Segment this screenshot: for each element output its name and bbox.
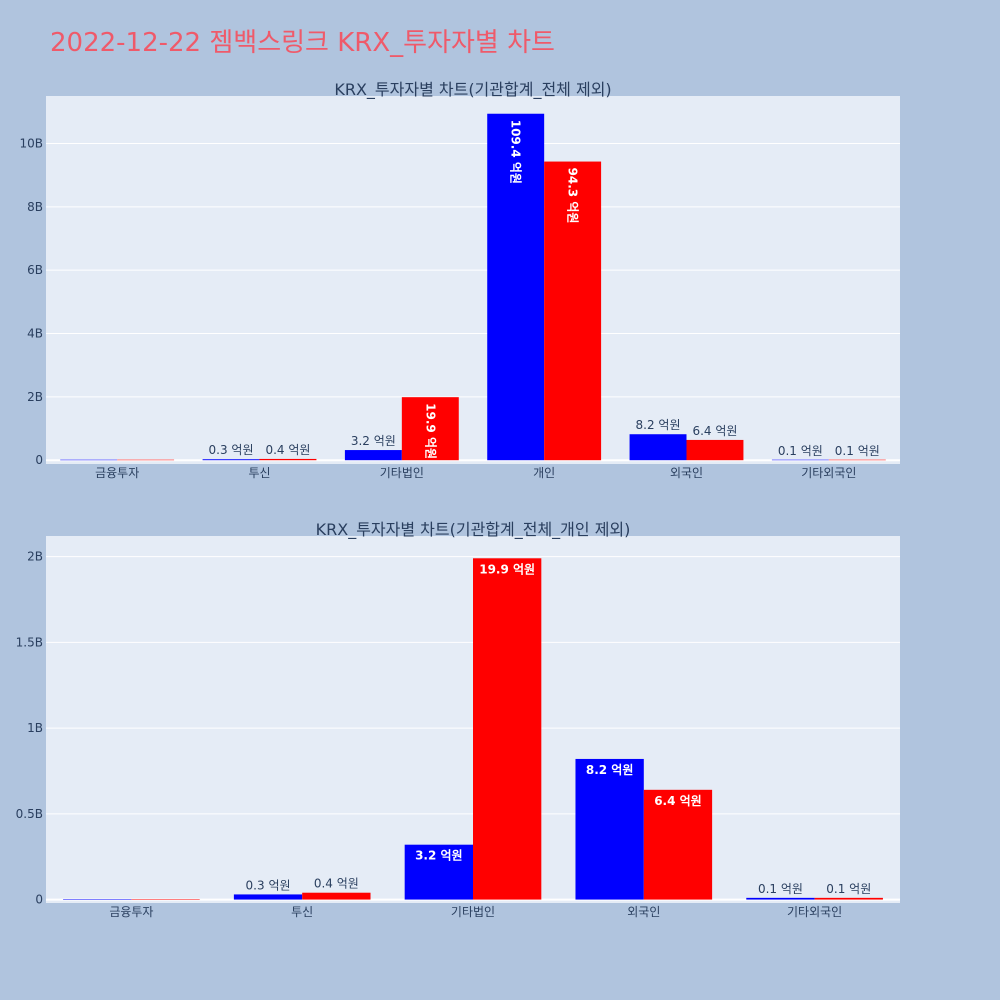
bar-label: 0.4 억원 [265, 443, 310, 457]
x-tick-label: 기타법인 [451, 905, 495, 919]
bar-label: 0.1 억원 [835, 444, 880, 458]
y-tick-label: 1B [27, 721, 43, 735]
bar-label: 3.2 억원 [415, 849, 463, 863]
bar-b [131, 899, 200, 900]
bar-label: 8.2 억원 [586, 763, 634, 777]
bar-a [202, 459, 260, 461]
bar-label: 0.3 억원 [246, 878, 291, 892]
bar-label: 0.1 억원 [826, 882, 871, 896]
bar-a [629, 434, 687, 461]
x-tick-label: 기타법인 [380, 466, 424, 480]
y-tick-label: 0 [35, 893, 43, 907]
bar-b [473, 558, 542, 900]
bar-label: 6.4 억원 [654, 794, 702, 808]
bar-a [60, 459, 118, 461]
y-tick-label: 0.5B [16, 807, 43, 821]
bar-b [686, 439, 744, 461]
y-tick-label: 6B [27, 263, 43, 277]
x-tick-label: 투신 [291, 905, 313, 919]
chart-1: 0 2B 4B 6B 8B 10B KRX_투자자별 차트(기관합계_전체 제외) 금융투자 투… [19, 80, 900, 480]
y-tick-label: 2B [27, 550, 43, 564]
bar-label: 0.1 억원 [758, 882, 803, 896]
y-tick-label: 8B [27, 200, 43, 214]
bar-a [487, 113, 545, 461]
x-tick-label: 기타외국인 [787, 905, 842, 919]
x-tick-label: 외국인 [670, 466, 703, 480]
bar-label: 6.4 억원 [692, 424, 737, 438]
y-tick-label: 4B [27, 327, 43, 341]
x-tick-label: 금융투자 [109, 905, 153, 919]
x-tick-label: 금융투자 [95, 466, 139, 480]
bar-b [117, 459, 175, 461]
chart-2: 0 0.5B 1B 1.5B 2B KRX_투자자별 차트(기관합계_전체_개인 제외) 금… [16, 520, 900, 919]
bar-label: 19.9 억원 [423, 403, 437, 459]
bar-b [643, 789, 713, 900]
plot-area [46, 96, 900, 464]
bar-b [814, 897, 883, 900]
page-title: 2022-12-22 젬백스링크 KRX_투자자별 차트 [50, 28, 555, 58]
bar-b [544, 161, 602, 461]
y-tick-label: 10B [19, 137, 43, 151]
bar-a [233, 894, 303, 900]
bar-b [259, 458, 317, 461]
bar-label: 0.1 억원 [778, 444, 823, 458]
bar-a [63, 899, 132, 900]
chart-title: KRX_투자자별 차트(기관합계_전체_개인 제외) [316, 520, 631, 540]
bar-label: 3.2 억원 [351, 434, 396, 448]
chart-title: KRX_투자자별 차트(기관합계_전체 제외) [334, 80, 611, 100]
bar-b [302, 892, 371, 900]
bar-label: 0.4 억원 [314, 877, 359, 891]
bar-label: 109.4 억원 [509, 120, 523, 184]
bar-a [344, 450, 402, 461]
y-tick-label: 1.5B [16, 635, 43, 649]
x-tick-label: 기타외국인 [801, 466, 856, 480]
bar-b [828, 459, 886, 461]
bar-b [401, 397, 459, 461]
bar-a [771, 459, 829, 461]
x-tick-label: 개인 [533, 466, 555, 480]
bar-label: 8.2 억원 [636, 418, 681, 432]
bar-a [575, 758, 644, 900]
bar-label: 0.3 억원 [209, 443, 254, 457]
bar-label: 94.3 억원 [566, 168, 580, 224]
x-tick-label: 투신 [248, 466, 270, 480]
bar-a [404, 844, 473, 900]
bar-a [746, 897, 815, 900]
y-tick-label: 0 [35, 453, 43, 467]
x-tick-label: 외국인 [627, 905, 660, 919]
bar-label: 19.9 억원 [479, 562, 535, 576]
y-tick-label: 2B [27, 390, 43, 404]
